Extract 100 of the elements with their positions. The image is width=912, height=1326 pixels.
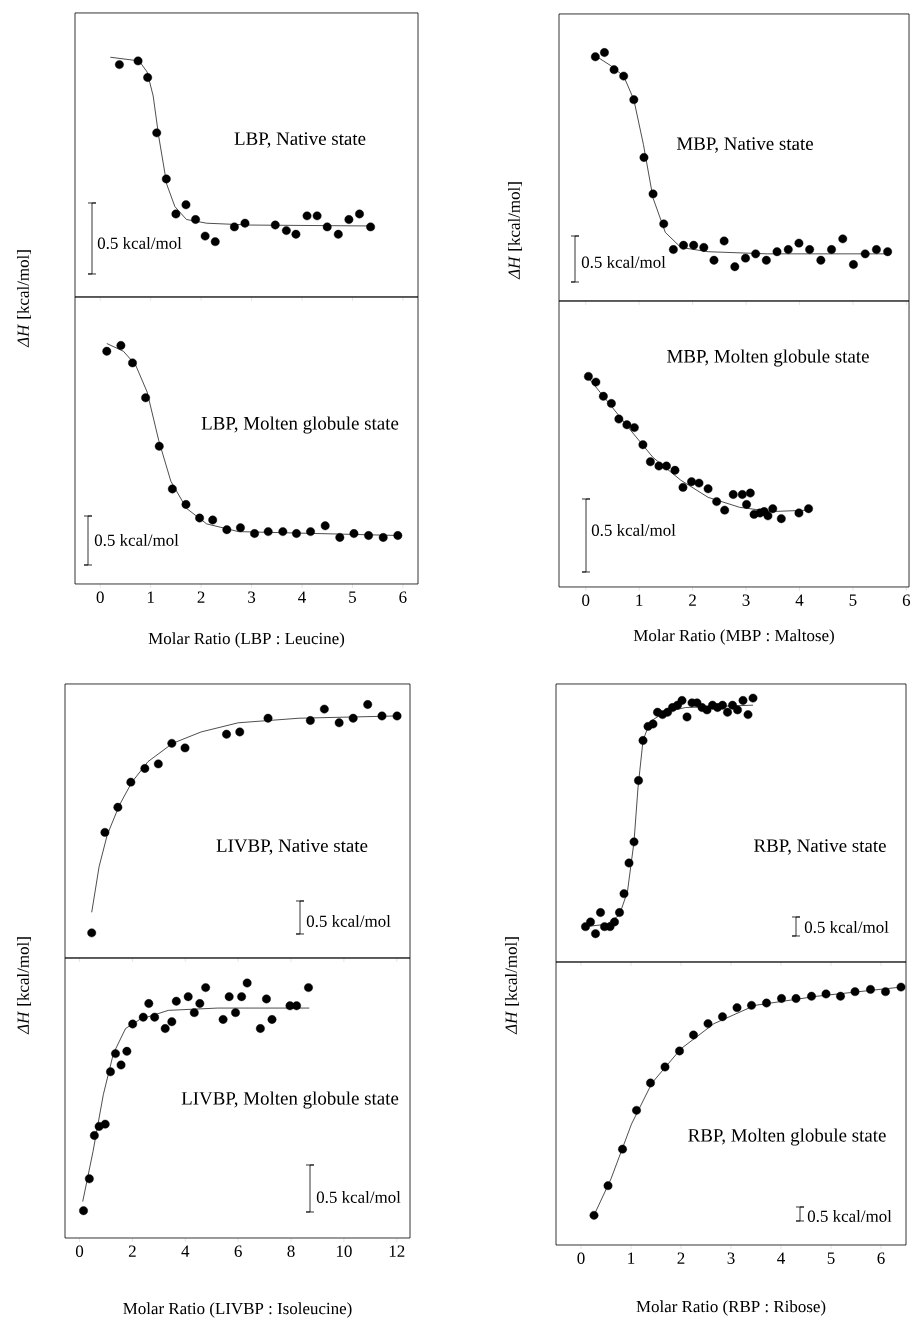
point — [618, 1144, 627, 1154]
point — [143, 73, 153, 82]
text: LBP, Native state — [234, 132, 366, 148]
point — [302, 211, 312, 221]
x-axis-title: Molar Ratio (LIVBP : Isoleucine) — [123, 1302, 352, 1318]
y-axis-title: ΔH [kcal/mol] — [505, 937, 520, 1035]
point — [827, 245, 836, 254]
point — [606, 399, 616, 408]
point — [144, 999, 154, 1008]
point — [849, 260, 858, 269]
point — [732, 1003, 742, 1013]
x-tick-label: 5 — [827, 1252, 835, 1264]
point — [333, 229, 343, 239]
point — [366, 222, 375, 232]
point — [348, 713, 358, 723]
point — [79, 1206, 88, 1216]
point — [838, 234, 848, 244]
point — [208, 515, 218, 525]
point — [866, 984, 875, 994]
point — [745, 488, 755, 498]
point — [392, 711, 402, 721]
x-tick-label: 0 — [96, 591, 104, 603]
point — [291, 229, 301, 239]
point — [236, 523, 245, 533]
x-axis-title: Molar Ratio (LBP : Leucine) — [148, 632, 345, 648]
x-tick-label: 3 — [742, 594, 750, 606]
x-tick-label: 1 — [636, 594, 643, 606]
text: LBP, Molten globule state — [201, 416, 399, 434]
point — [319, 704, 329, 714]
point — [718, 700, 727, 710]
point — [235, 727, 245, 737]
point — [639, 153, 649, 162]
point — [111, 1049, 120, 1058]
point — [794, 508, 804, 518]
point — [751, 249, 761, 259]
text: MBP, Native state — [676, 137, 813, 153]
point — [584, 371, 593, 381]
x-tick-label: 4 — [777, 1252, 785, 1264]
point — [171, 209, 181, 219]
point — [141, 393, 151, 403]
point — [660, 1062, 670, 1072]
point — [138, 1012, 148, 1022]
point — [250, 529, 259, 538]
point — [596, 908, 605, 917]
point — [305, 716, 315, 725]
point — [694, 478, 704, 488]
point — [292, 1001, 301, 1011]
point — [304, 983, 313, 992]
x-tick-label: 4 — [181, 1245, 190, 1257]
point — [662, 461, 671, 471]
point — [128, 358, 137, 368]
point — [872, 245, 881, 254]
point — [720, 505, 730, 515]
point — [804, 504, 813, 514]
point — [133, 56, 143, 66]
point — [794, 238, 804, 248]
chart-title: MBP, Molten globule state — [667, 349, 869, 367]
text: RBP, Native state — [754, 839, 886, 855]
annotation: 0.5 kcal/mol — [94, 533, 179, 546]
text: RBP, Molten globule state — [688, 1128, 886, 1146]
point — [140, 764, 150, 773]
point — [167, 738, 177, 748]
point — [634, 776, 643, 785]
point — [87, 928, 97, 938]
point — [106, 1067, 115, 1077]
annotation: 0.5 kcal/mol — [306, 915, 391, 927]
point — [222, 525, 232, 535]
point — [645, 457, 655, 467]
point — [591, 929, 600, 939]
point — [378, 533, 388, 542]
point — [699, 243, 709, 252]
point — [240, 218, 250, 228]
point — [281, 226, 291, 235]
point — [171, 996, 181, 1006]
point — [201, 983, 211, 992]
point — [393, 531, 403, 540]
point — [181, 500, 191, 509]
point — [292, 529, 301, 538]
x-tick-label: 5 — [849, 594, 857, 606]
point — [322, 222, 332, 232]
point — [100, 1119, 110, 1129]
point — [638, 440, 648, 450]
point — [278, 527, 288, 537]
point — [807, 991, 816, 1001]
point — [113, 802, 123, 812]
point — [632, 1105, 641, 1115]
x-tick-label: 6 — [234, 1245, 242, 1257]
x-tick-label: 10 — [336, 1245, 352, 1257]
annotation: 0.5 kcal/mol — [316, 1191, 401, 1203]
point — [675, 1046, 684, 1056]
point — [349, 529, 359, 538]
point — [768, 504, 778, 514]
y-axis-title: ΔH [kcal/mol] — [16, 250, 32, 348]
x-tick-label: 0 — [577, 1252, 585, 1264]
point — [150, 1012, 160, 1022]
point — [689, 1030, 698, 1040]
point — [218, 1015, 228, 1024]
point — [821, 989, 831, 999]
point — [614, 414, 624, 424]
point — [668, 245, 678, 254]
